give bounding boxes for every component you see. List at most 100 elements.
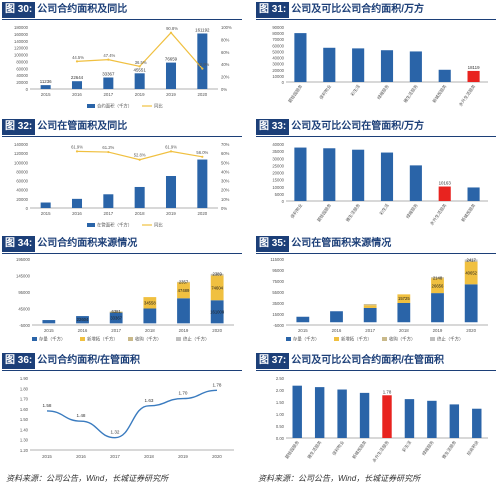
- y-tick-label: 45000: [18, 307, 30, 312]
- stack-segment: [464, 284, 478, 323]
- figure-title: 公司及可比公司合约面积/在管面积: [291, 355, 445, 366]
- y2-tick-label: 50%: [221, 160, 230, 165]
- line-point: [138, 65, 141, 68]
- y-tick-label: 1.00: [276, 412, 285, 417]
- legend-label: 收购（千方）: [135, 336, 161, 343]
- y2-tick-label: 60%: [221, 151, 230, 156]
- stack-segment: [177, 282, 190, 299]
- figure-number: 图 30:: [2, 2, 36, 18]
- y-tick-label: 30000: [272, 156, 284, 161]
- x-tick-label: 2015: [41, 92, 51, 97]
- figure-title: 公司及可比公司合约面积/万方: [291, 4, 425, 15]
- panel-title: 图 32: 公司在管面积及同比: [2, 119, 127, 135]
- legend-label: 存量（千方）: [293, 336, 319, 343]
- y-tick-label: 60000: [16, 179, 28, 184]
- stack-segment: [177, 281, 190, 283]
- data-label: 47.4%: [103, 53, 115, 58]
- y-tick-label: 1.50: [276, 400, 285, 405]
- figure-number: 图 37:: [256, 353, 290, 369]
- stack-segment: [210, 274, 224, 276]
- x-tick-label: 永升生活服务: [457, 82, 478, 107]
- data-label: 36.5%: [135, 60, 147, 65]
- chart-area: -5000 15000 35000 55000 75000 95000 115000 1572…: [270, 257, 488, 343]
- x-tick-label: 2018: [144, 454, 154, 459]
- y2-tick-label: 70%: [221, 142, 230, 147]
- panel-33: 图 33: 公司及可比公司在管面积/万方 0 5000 10000 15000 20000…: [256, 119, 496, 231]
- y-tick-label: 1.70: [20, 397, 29, 402]
- y2-tick-label: 10%: [221, 197, 230, 202]
- y-tick-label: 40000: [16, 188, 28, 193]
- data-label: 33367: [110, 315, 122, 320]
- bar: [71, 81, 83, 89]
- bar: [323, 148, 336, 201]
- chart-area: 0 5000 10000 15000 20000 25000 30000 35000 40000…: [272, 142, 488, 227]
- y-tick-label: 195000: [16, 257, 31, 262]
- x-tick-label: 2016: [78, 328, 88, 333]
- legend-label: 存量（千方）: [39, 336, 65, 343]
- title-rule: [256, 370, 496, 371]
- panel-30: 图 30: 公司合约面积及同比 0 20000 40000 60000 80000 1000…: [2, 2, 242, 112]
- stack-segment: [431, 293, 444, 323]
- x-tick-label: 雅生活服务: [344, 201, 362, 223]
- data-label: 45551: [134, 67, 147, 72]
- data-label: 1.48: [77, 413, 86, 418]
- panel-title: 图 37: 公司及可比公司合约面积/在管面积: [256, 353, 444, 369]
- line-point: [169, 31, 173, 34]
- y-tick-label: 100000: [14, 53, 29, 58]
- y-tick-label: 2.50: [276, 376, 285, 381]
- y-tick-label: 145000: [16, 274, 31, 279]
- x-tick-label: 2020: [466, 328, 476, 333]
- title-rule: [256, 19, 496, 20]
- line-point: [107, 150, 110, 154]
- chart-area: 0 20000 40000 60000 80000 100000 120000 140000 0…: [14, 142, 230, 229]
- legend-swatch: [382, 337, 387, 341]
- legend-label: 合约面积（千方）: [97, 103, 132, 110]
- panel-31: 图 31: 公司及可比公司合约面积/万方 0 10000 20000 30000 4000…: [256, 2, 496, 112]
- bar: [409, 51, 422, 82]
- stack-segment: [210, 273, 224, 275]
- figure-number: 图 32:: [2, 119, 36, 135]
- data-label: 47489: [178, 288, 190, 293]
- x-tick-label: 2016: [72, 211, 82, 216]
- x-tick-label: 永升生活服务: [370, 438, 391, 463]
- x-tick-label: 碧桂园服务: [315, 201, 333, 223]
- y-tick-label: 60000: [16, 66, 28, 71]
- figure-number: 图 33:: [256, 119, 290, 135]
- y-tick-label: 95000: [272, 268, 284, 273]
- bar: [337, 389, 347, 438]
- y-tick-label: 1.40: [20, 427, 29, 432]
- y-tick-label: 20000: [16, 80, 28, 85]
- figure-number: 图 34:: [2, 236, 36, 252]
- line-point: [75, 60, 79, 63]
- stack-segment: [363, 305, 377, 308]
- bar: [103, 194, 114, 208]
- y-tick-label: 5000: [275, 192, 285, 197]
- data-label: 61.9%: [71, 144, 83, 149]
- title-rule: [256, 253, 496, 254]
- data-label: 161192: [195, 27, 210, 32]
- figure-title: 公司合约面积/在管面积: [37, 355, 141, 366]
- x-tick-label: 2015: [44, 328, 54, 333]
- x-tick-label: 2019: [179, 328, 189, 333]
- x-tick-label: 彩生活: [349, 83, 362, 97]
- y2-tick-label: 30%: [221, 179, 230, 184]
- title-rule: [2, 370, 242, 371]
- y-tick-label: 35000: [272, 301, 284, 306]
- source-note-left: 资料来源：公司公告，Wind，长城证券研究所: [6, 474, 169, 483]
- figure-number: 图 36:: [2, 353, 36, 369]
- y-tick-label: 80000: [16, 59, 28, 64]
- y-tick-label: 140000: [14, 142, 29, 147]
- y-tick-label: 0.50: [276, 424, 285, 429]
- data-label: 56.0%: [196, 150, 208, 155]
- data-label: 11236: [40, 79, 52, 84]
- legend-label: 同比: [154, 103, 163, 110]
- y2-tick-label: 40%: [221, 169, 230, 174]
- line-point: [107, 58, 110, 61]
- y-tick-label: 40000: [16, 73, 28, 78]
- data-label: 2148: [433, 275, 443, 280]
- x-tick-label: 2017: [103, 211, 113, 216]
- y-tick-label: 10000: [272, 74, 284, 79]
- data-label: 6381: [112, 309, 122, 314]
- legend-swatch: [128, 337, 133, 341]
